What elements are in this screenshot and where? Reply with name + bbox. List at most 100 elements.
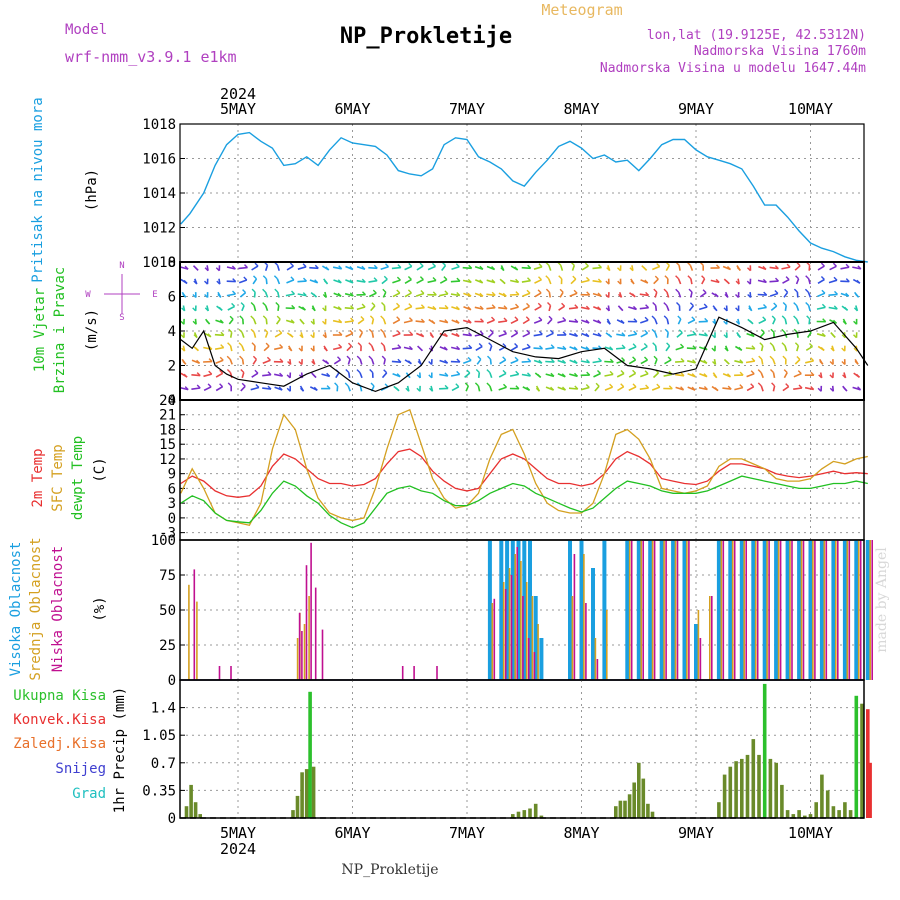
wind-arrow-head [668,385,673,390]
wind-arrow-head [830,347,835,352]
wind-arrow-head [231,265,236,270]
high-cloud-bar [568,540,572,680]
wind-arrow-head [456,277,461,282]
wind-arrow [228,318,234,325]
wind-arrow [760,345,764,352]
wind-arrow [676,332,683,338]
wind-arrow-head [597,370,601,374]
wind-arrow [274,346,283,351]
wind-arrow-head [184,265,189,270]
wind-arrow-head [538,263,543,268]
high-cloud-bar [516,540,521,680]
wind-arrow-head [586,359,590,364]
mid-cloud-bar [686,540,688,680]
wind-arrow [654,358,658,365]
meteogram-label: Meteogram [541,1,622,19]
wind-arrow-head [605,280,610,285]
wind-arrow-head [774,290,779,294]
wind-arrow [548,278,552,285]
wind-arrow-head [739,371,744,376]
wind-arrow [689,265,694,271]
wind-arrow [828,293,838,296]
wind-arrow-head [781,328,786,333]
wind-arrow-head [805,275,810,280]
wind-arrow-head [515,385,520,390]
bottom-day-label: 10MAY [788,824,833,842]
wind-arrow [522,305,530,311]
wind-arrow-head [276,315,281,320]
wind-arrow-head [432,262,436,267]
wind-arrow [416,265,424,271]
bottom-day-label: 7MAY [449,824,485,842]
precip-bar [308,691,312,818]
wind-arrow [229,358,233,365]
mid-cloud-bar [571,596,574,680]
wind-arrow [463,359,472,364]
wind-arrow [580,386,590,391]
low-cloud-bar [802,540,805,680]
wind-arrow-head [291,304,296,309]
wind-arrow [509,373,519,377]
wind-arrow-head [182,293,187,298]
wind-arrow-head [220,344,225,349]
wind-arrow-head [725,360,730,365]
wind-arrow-head [653,288,658,293]
wind-arrow-head [503,330,507,335]
wind-arrow [581,265,589,271]
wind-arrow-head [241,382,246,387]
wind-arrow-head [357,342,362,347]
wind-arrow-head [747,294,752,298]
wind-arrow-head [314,264,319,269]
wind-arrow-head [714,293,719,298]
wind-arrow [782,278,790,284]
wind-arrow [321,373,330,378]
wind-arrow [807,332,812,338]
wind-arrow [203,373,212,378]
wind-arrow [604,386,613,391]
wind-arrow [510,332,519,338]
wind-arrow-head [228,328,233,333]
wind-arrow-head [478,343,483,347]
wind-arrow [250,386,260,391]
wind-arrow-head [455,319,460,324]
high-cloud-bar [625,540,630,680]
low-cloud-bar [711,596,713,680]
high-cloud-bar [739,540,744,680]
low-cloud-bar [630,540,633,680]
wind-arrow [439,319,448,324]
wind-arrow [568,306,578,310]
wind-arrow-head [550,372,555,377]
wind-arrow [510,319,519,325]
wind-arrow-head [226,355,231,360]
wind-arrow [333,346,342,351]
low-cloud-bar [642,540,644,680]
wind-arrow-head [621,357,626,362]
wind-arrow-head [358,328,363,333]
wind-arrow-head [443,276,448,281]
wind-arrow [462,279,472,284]
wind-arrow [498,372,507,378]
wind-arrow-head [322,320,326,325]
wind-arrow-head [262,302,267,307]
precip-bar [623,800,627,818]
wind-arrow-head [491,291,496,296]
mid-cloud-bar [537,624,539,680]
wind-arrow-head [605,294,610,298]
wind-arrow [652,372,660,379]
wind-arrow-head [643,343,648,347]
wind-arrow [415,306,425,310]
precip-legend-frozen: Zaledj.Kisa [13,736,106,752]
wind-arrow-head [842,320,847,325]
wind-arrow-head [853,320,858,325]
wind-arrow-head [250,328,255,333]
wind-arrow [450,373,460,377]
wind-arrow [356,306,366,311]
low-cloud-bar [298,612,301,680]
wind-arrow-head [467,278,472,283]
wind-arrow-head [419,262,424,267]
wind-arrow-head [182,360,187,365]
wind-arrow-head [795,275,800,280]
wind-arrow-head [585,384,590,388]
wind-arrow-head [407,276,412,280]
wind-arrow-head [514,316,519,321]
